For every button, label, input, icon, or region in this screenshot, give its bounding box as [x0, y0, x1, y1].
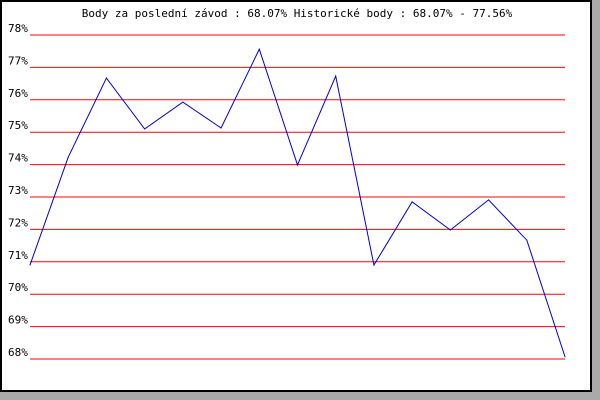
data-point [29, 264, 31, 266]
y-tick-label: 77% [8, 54, 28, 67]
y-tick-label: 73% [8, 184, 28, 197]
y-tick-label: 68% [8, 346, 28, 359]
data-point [488, 199, 490, 201]
series-line [29, 47, 566, 357]
data-point [449, 229, 451, 231]
y-tick-label: 78% [8, 22, 28, 35]
data-point [564, 356, 566, 358]
y-tick-label: 69% [8, 314, 28, 327]
data-point [335, 75, 337, 77]
data-point [67, 156, 69, 158]
data-point [411, 201, 413, 203]
y-tick-label: 74% [8, 152, 28, 165]
data-point [526, 239, 528, 241]
y-tick-label: 75% [8, 119, 28, 132]
chart-title: Body za poslední závod : 68.07% Historic… [82, 7, 513, 20]
y-tick-label: 70% [8, 281, 28, 294]
y-tick-label: 71% [8, 249, 28, 262]
data-point [220, 127, 222, 129]
data-point [258, 48, 260, 50]
y-tick-label: 72% [8, 216, 28, 229]
data-point [297, 164, 298, 166]
data-point [182, 101, 184, 103]
data-point [105, 77, 107, 79]
data-point [144, 128, 146, 130]
y-tick-label: 76% [8, 87, 28, 100]
data-point [373, 264, 375, 266]
